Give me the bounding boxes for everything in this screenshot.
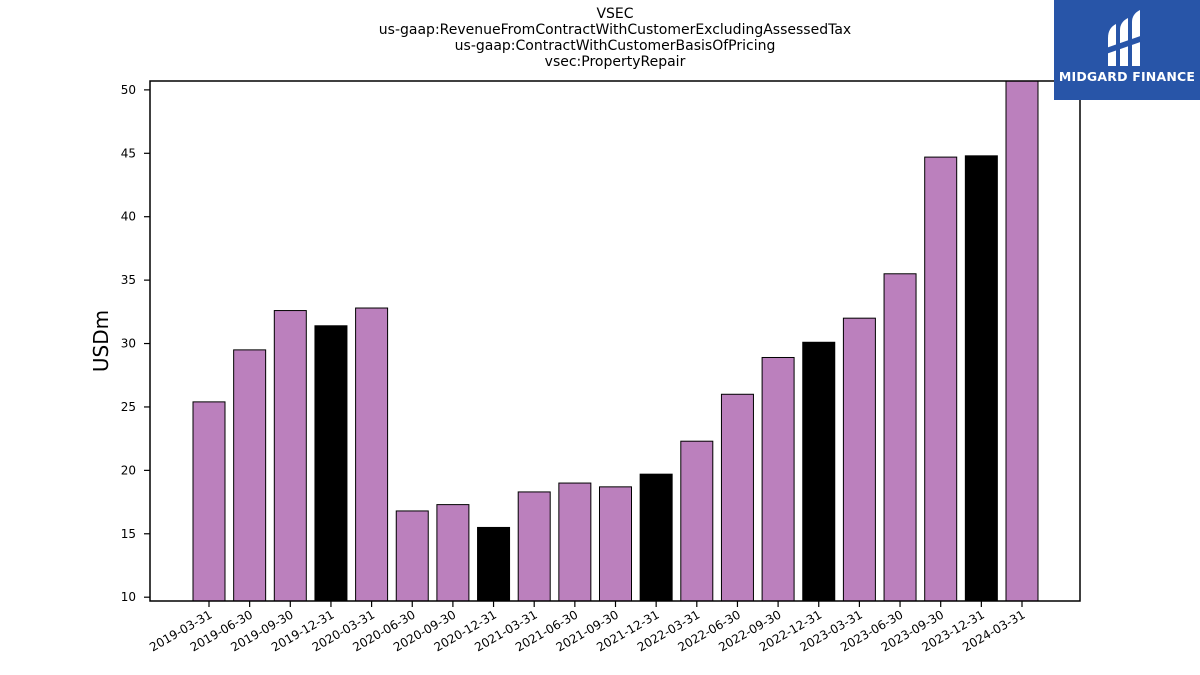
y-tick-label: 35 xyxy=(121,273,136,287)
bar xyxy=(355,307,389,601)
chart-title: VSEC us-gaap:RevenueFromContractWithCust… xyxy=(150,6,1080,70)
title-line-2: us-gaap:RevenueFromContractWithCustomerE… xyxy=(378,22,852,38)
bar xyxy=(436,504,470,601)
bar xyxy=(924,156,958,601)
bar xyxy=(1005,81,1039,601)
bar xyxy=(599,486,632,601)
brand-logo: MIDGARD FINANCE xyxy=(1054,0,1200,100)
y-tick-label: 15 xyxy=(121,527,136,541)
bar xyxy=(964,155,998,601)
bar xyxy=(192,401,226,601)
logo-mark-icon xyxy=(1106,10,1146,66)
bar xyxy=(233,349,267,601)
y-axis-label: USDm xyxy=(89,310,113,372)
bar xyxy=(761,356,795,601)
y-tick-label: 20 xyxy=(121,463,136,477)
y-tick-label: 25 xyxy=(121,400,136,414)
bar xyxy=(395,510,429,601)
bar xyxy=(883,273,917,601)
bar xyxy=(842,317,876,601)
title-line-4: vsec:PropertyRepair xyxy=(544,54,686,70)
bar xyxy=(517,491,551,601)
bar xyxy=(720,393,754,601)
logo-text: MIDGARD FINANCE xyxy=(1058,69,1196,84)
y-tick-label: 50 xyxy=(121,83,136,97)
bar xyxy=(639,473,673,601)
bar xyxy=(558,482,592,601)
y-tick-label: 30 xyxy=(121,337,136,351)
title-line-1: VSEC xyxy=(596,6,634,22)
y-tick-label: 40 xyxy=(121,210,136,224)
bar xyxy=(314,325,348,601)
y-tick-label: 45 xyxy=(121,146,136,160)
bar xyxy=(273,310,307,601)
bar xyxy=(680,440,714,601)
bar xyxy=(802,341,836,601)
y-tick-label: 10 xyxy=(121,590,136,604)
bar xyxy=(477,526,511,601)
title-line-3: us-gaap:ContractWithCustomerBasisOfPrici… xyxy=(454,38,776,54)
